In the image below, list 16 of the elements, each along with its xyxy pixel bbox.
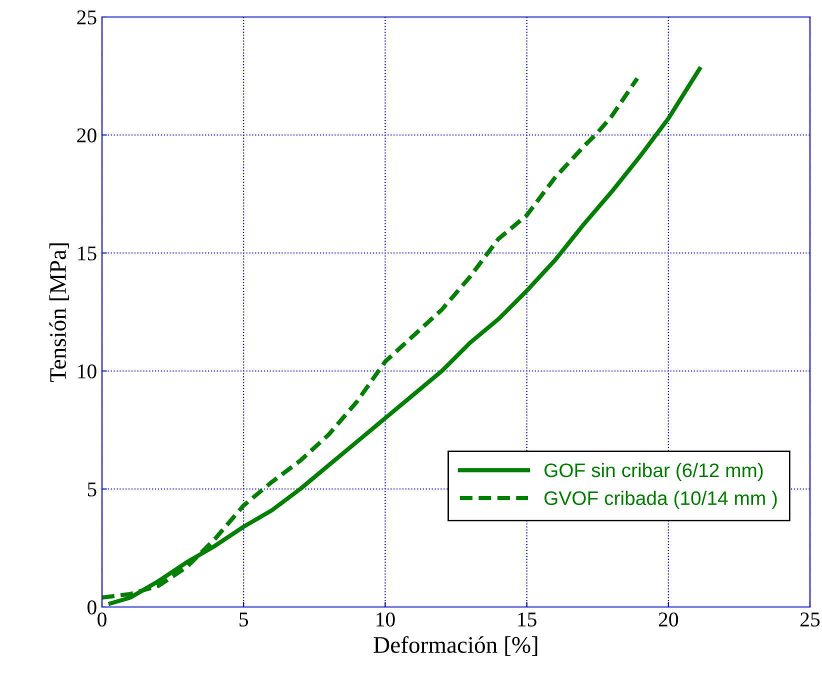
y-tick-label: 25 [77, 10, 96, 24]
y-tick-label: 10 [78, 364, 96, 378]
y-tick-label: 15 [78, 246, 96, 260]
y-tick-label: 5 [88, 482, 96, 496]
x-tick-label: 10 [376, 612, 395, 627]
x-axis-title: Deformación [%] [374, 636, 538, 656]
x-tick-label: 15 [518, 612, 536, 627]
legend-label: GVOF cribada (10/14 mm ) [544, 490, 777, 509]
legend-label: GOF sin cribar (6/12 mm) [544, 462, 763, 482]
y-tick-label: 0 [88, 600, 96, 614]
x-tick-label: 5 [240, 612, 248, 627]
x-tick-label: 25 [800, 612, 820, 627]
x-tick-label: 0 [98, 612, 106, 627]
y-tick-label: 20 [77, 128, 96, 142]
x-tick-label: 20 [658, 612, 678, 627]
y-axis-title: Tensión [MPa] [49, 243, 69, 382]
